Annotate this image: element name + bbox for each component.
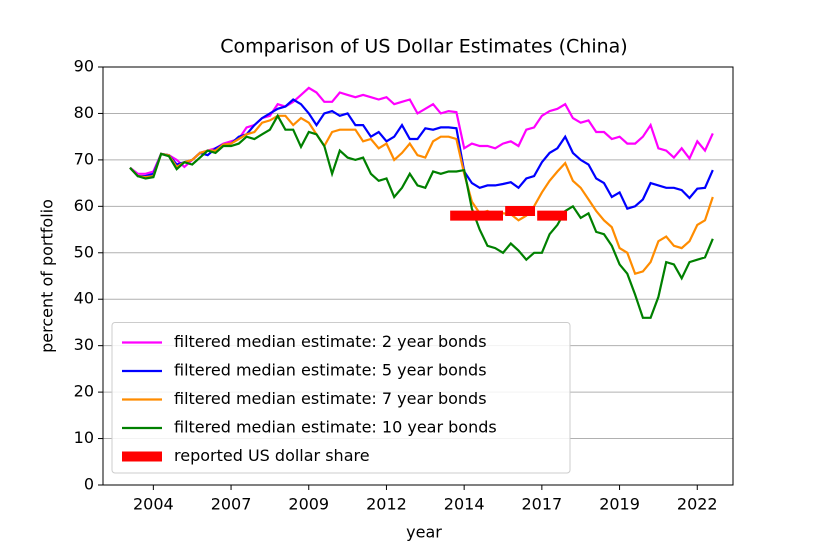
chart-title: Comparison of US Dollar Estimates (China… — [220, 36, 627, 58]
x-tick-label: 2012 — [366, 495, 407, 514]
x-tick-label: 2022 — [677, 495, 718, 514]
legend: filtered median estimate: 2 year bonds fi… — [111, 322, 571, 474]
plot-frame — [102, 66, 734, 486]
legend-label: filtered median estimate: 2 year bonds — [174, 332, 487, 351]
legend-label: filtered median estimate: 10 year bonds — [174, 418, 497, 437]
y-tick-label: 40 — [74, 289, 94, 308]
y-tick-label: 90 — [74, 57, 94, 76]
x-tick-label: 2007 — [211, 495, 252, 514]
x-tick-label: 2019 — [599, 495, 640, 514]
y-tick-label: 30 — [74, 335, 94, 354]
legend-label: filtered median estimate: 7 year bonds — [174, 389, 487, 408]
x-tick-label: 2017 — [521, 495, 562, 514]
y-tick-label: 10 — [74, 428, 94, 447]
y-tick-label: 20 — [74, 382, 94, 401]
legend-box — [111, 322, 571, 474]
x-tick-label: 2014 — [444, 495, 485, 514]
y-tick-label: 80 — [74, 103, 94, 122]
y-tick-label: 70 — [74, 149, 94, 168]
series-line — [129, 98, 714, 211]
x-tick-label: 2004 — [133, 495, 174, 514]
legend-label: reported US dollar share — [174, 446, 370, 465]
legend-label: filtered median estimate: 5 year bonds — [174, 361, 487, 380]
y-axis-label: percent of portfolio — [38, 199, 57, 353]
series-line — [129, 114, 714, 276]
x-tick-label: 2009 — [288, 495, 329, 514]
series-line — [129, 113, 714, 319]
y-tick-label: 50 — [74, 242, 94, 261]
y-tick-label: 60 — [74, 196, 94, 215]
x-axis-label: year — [406, 523, 442, 542]
series-line — [129, 86, 714, 175]
y-tick-label: 0 — [84, 475, 94, 494]
